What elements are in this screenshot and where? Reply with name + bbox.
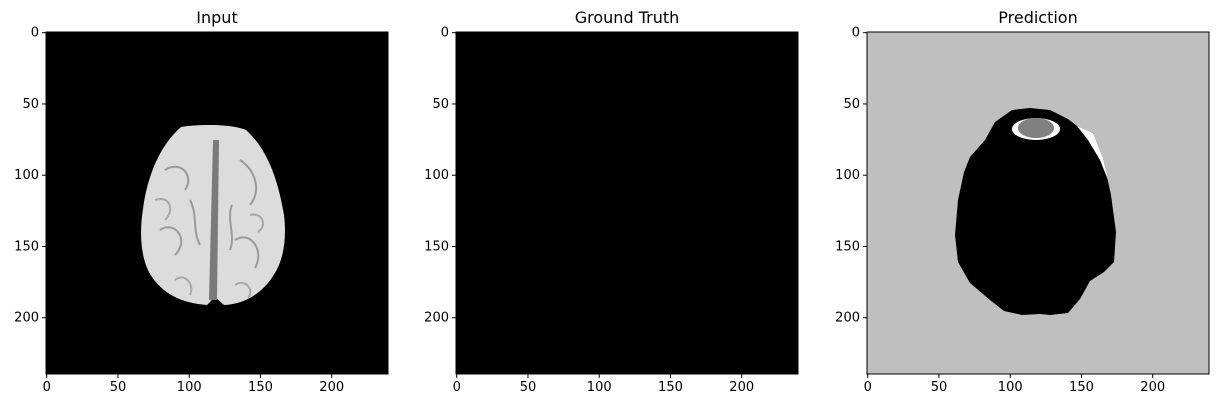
y-tick-label: 150 [14, 239, 39, 254]
y-tick-label: 100 [424, 168, 449, 183]
y-tick-label: 100 [14, 168, 39, 183]
axes-input: 0 50 100 150 200 0 50 100 150 200 [14, 26, 389, 395]
x-tick-label: 50 [110, 380, 127, 395]
panel-title-prediction: Prediction [998, 8, 1077, 27]
axes-frame [866, 31, 1210, 375]
y-tick-label: 50 [432, 97, 449, 112]
x-tick-label: 100 [998, 380, 1023, 395]
y-tick-label: 50 [843, 97, 860, 112]
panel-title-ground-truth: Ground Truth [575, 8, 680, 27]
y-tick-label: 0 [31, 26, 39, 41]
x-tick-label: 50 [931, 380, 948, 395]
panel-ground-truth: Ground Truth 0 50 100 150 200 0 50 100 150 200 [424, 8, 799, 395]
x-tick-label: 150 [248, 380, 273, 395]
x-tick-label: 100 [177, 380, 202, 395]
y-tick-label: 50 [22, 97, 39, 112]
x-tick-label: 0 [453, 380, 461, 395]
x-tick-label: 200 [1140, 380, 1165, 395]
axes-frame [45, 31, 389, 375]
y-tick-label: 200 [14, 311, 39, 326]
axes-ground-truth: 0 50 100 150 200 0 50 100 150 200 [424, 26, 799, 395]
prediction-rim-edge [1077, 126, 1108, 180]
y-tick-label: 0 [852, 26, 860, 41]
x-tick-label: 200 [729, 380, 754, 395]
panel-title-input: Input [196, 8, 237, 27]
panel-prediction: Prediction 0 50 100 150 200 0 50 100 150 200 [835, 8, 1210, 395]
prediction-lesion [1018, 118, 1054, 138]
x-tick-label: 150 [658, 380, 683, 395]
y-tick-label: 0 [441, 26, 449, 41]
panel-input: Input 0 50 100 150 200 0 50 100 150 200 [14, 8, 389, 395]
ground-truth-image [456, 32, 798, 374]
x-tick-label: 0 [864, 380, 872, 395]
axes-prediction: 0 50 100 150 200 0 50 100 150 200 [835, 26, 1210, 395]
x-tick-label: 0 [43, 380, 51, 395]
y-tick-label: 100 [835, 168, 860, 183]
y-tick-label: 150 [835, 239, 860, 254]
y-tick-label: 200 [424, 311, 449, 326]
y-tick-label: 150 [424, 239, 449, 254]
brain-slice-image [141, 125, 285, 305]
y-tick-label: 200 [835, 311, 860, 326]
prediction-segmentation [955, 108, 1116, 315]
prediction-mask-region [955, 108, 1116, 315]
axes-frame [455, 31, 799, 375]
x-tick-label: 150 [1069, 380, 1094, 395]
x-tick-label: 200 [319, 380, 344, 395]
x-tick-label: 100 [587, 380, 612, 395]
x-tick-label: 50 [520, 380, 537, 395]
